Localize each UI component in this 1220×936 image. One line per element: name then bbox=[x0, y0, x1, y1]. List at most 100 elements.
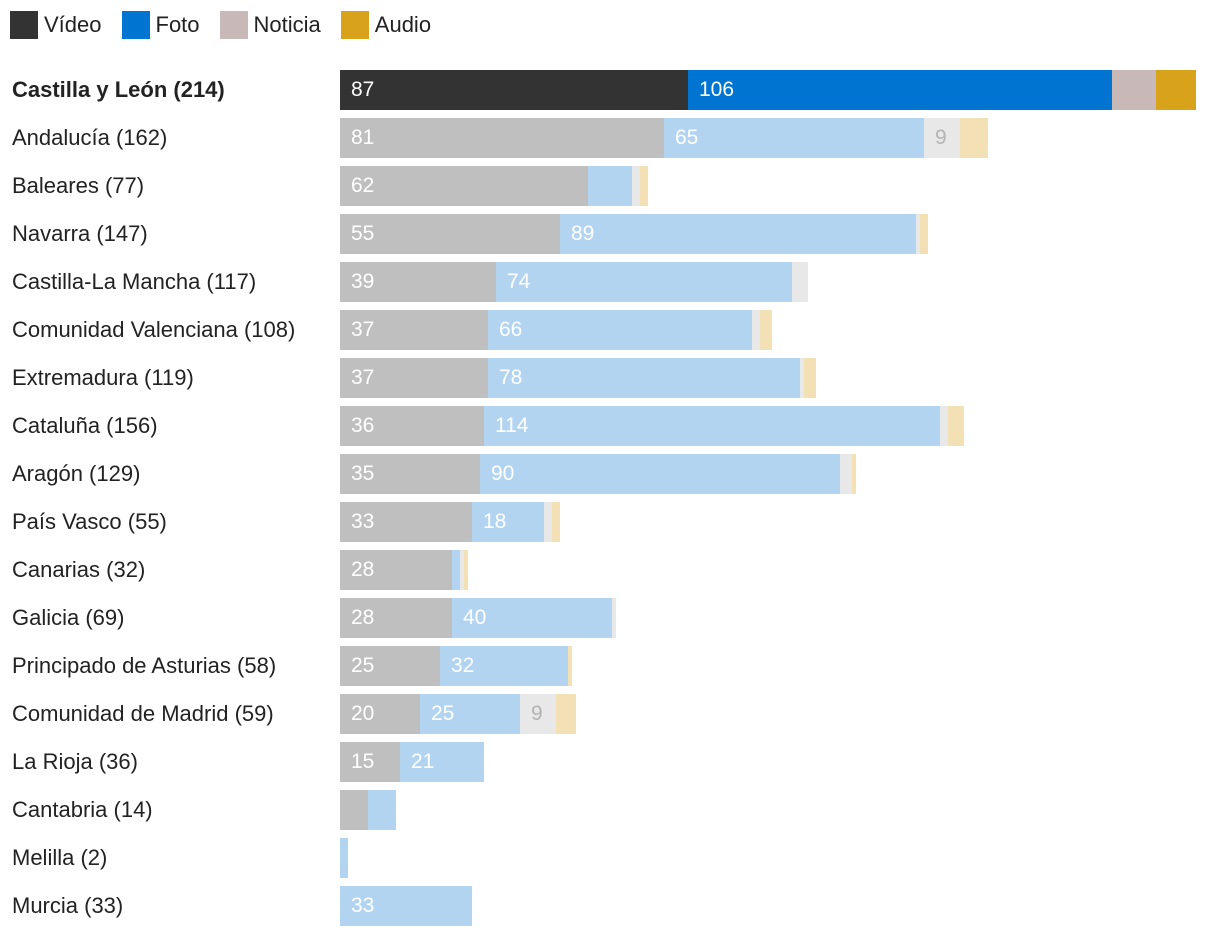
row-label: Comunidad de Madrid (59) bbox=[12, 701, 274, 726]
bar-segment-foto[interactable] bbox=[420, 694, 520, 734]
bar-segment-noticia[interactable] bbox=[792, 262, 808, 302]
bar-segment-audio[interactable] bbox=[556, 694, 576, 734]
bar-segment-noticia[interactable] bbox=[840, 454, 852, 494]
bar-segment-noticia[interactable] bbox=[1112, 70, 1156, 110]
bar-segment-foto[interactable] bbox=[496, 262, 792, 302]
row-label: Galicia (69) bbox=[12, 605, 125, 630]
bar-segment-foto[interactable] bbox=[472, 502, 544, 542]
bar-segment-foto[interactable] bbox=[340, 886, 472, 926]
row-label: Andalucía (162) bbox=[12, 125, 168, 150]
bar-segment-noticia[interactable] bbox=[752, 310, 760, 350]
bar-segment-video[interactable] bbox=[340, 502, 472, 542]
bar-segment-foto[interactable] bbox=[560, 214, 916, 254]
bar-segment-audio[interactable] bbox=[760, 310, 772, 350]
bar-segment-foto[interactable] bbox=[480, 454, 840, 494]
bar-segment-audio[interactable] bbox=[960, 118, 988, 158]
bar-segment-foto[interactable] bbox=[440, 646, 568, 686]
bar-value-label: 28 bbox=[351, 558, 375, 581]
row-label: Aragón (129) bbox=[12, 461, 141, 486]
row-label: Castilla-La Mancha (117) bbox=[12, 269, 257, 294]
bar-segment-video[interactable] bbox=[340, 694, 420, 734]
row-label: Principado de Asturias (58) bbox=[12, 653, 277, 678]
bar-value-label: 66 bbox=[499, 318, 523, 341]
bar-value-label: 28 bbox=[351, 606, 375, 629]
legend-swatch-noticia bbox=[219, 11, 248, 39]
bar-segment-video[interactable] bbox=[340, 166, 588, 206]
row-label: Canarias (32) bbox=[12, 557, 146, 582]
bar-segment-foto[interactable] bbox=[452, 550, 460, 590]
row-label: Murcia (33) bbox=[12, 893, 124, 918]
bar-segment-noticia[interactable] bbox=[940, 406, 948, 446]
legend-item-video[interactable]: Vídeo bbox=[10, 11, 102, 39]
bar-segment-audio[interactable] bbox=[920, 214, 928, 254]
bar-value-label: 25 bbox=[351, 654, 375, 677]
bar-value-label: 15 bbox=[351, 750, 375, 773]
bar-segment-noticia[interactable] bbox=[632, 166, 640, 206]
bar-segment-video[interactable] bbox=[340, 358, 488, 398]
bar-segment-noticia[interactable] bbox=[800, 358, 804, 398]
bar-segment-foto[interactable] bbox=[452, 598, 612, 638]
bar-segment-foto[interactable] bbox=[488, 310, 752, 350]
bar-segment-audio[interactable] bbox=[804, 358, 816, 398]
bar-value-label: 106 bbox=[699, 78, 735, 101]
bar-value-label: 33 bbox=[351, 894, 375, 917]
legend-item-foto[interactable]: Foto bbox=[121, 11, 200, 39]
bar-segment-foto[interactable] bbox=[484, 406, 940, 446]
bar-segment-foto[interactable] bbox=[368, 790, 396, 830]
bar-segment-audio[interactable] bbox=[852, 454, 856, 494]
bar-segment-video[interactable] bbox=[340, 742, 400, 782]
bar-segment-noticia[interactable] bbox=[612, 598, 616, 638]
bar-segment-noticia[interactable] bbox=[520, 694, 556, 734]
bar-segment-video[interactable] bbox=[340, 262, 496, 302]
row-label: Cataluña (156) bbox=[12, 413, 158, 438]
bar-segment-video[interactable] bbox=[340, 310, 488, 350]
bar-segment-audio[interactable] bbox=[948, 406, 964, 446]
bar-segment-foto[interactable] bbox=[340, 838, 348, 878]
bar-segment-foto[interactable] bbox=[688, 70, 1112, 110]
bar-value-label: 55 bbox=[351, 222, 375, 245]
legend-item-noticia[interactable]: Noticia bbox=[219, 11, 321, 39]
row-label: Comunidad Valenciana (108) bbox=[12, 317, 296, 342]
legend-swatch-foto bbox=[121, 11, 150, 39]
bar-segment-video[interactable] bbox=[340, 646, 440, 686]
bar-segment-audio[interactable] bbox=[552, 502, 560, 542]
bar-segment-video[interactable] bbox=[340, 454, 480, 494]
legend-label-noticia: Noticia bbox=[253, 12, 321, 37]
bar-segment-video[interactable] bbox=[340, 550, 452, 590]
bar-segment-video[interactable] bbox=[340, 118, 664, 158]
bar-value-label: 40 bbox=[463, 606, 487, 629]
bar-value-label: 33 bbox=[351, 510, 375, 533]
bar-segment-audio[interactable] bbox=[1156, 70, 1196, 110]
bar-segment-noticia[interactable] bbox=[924, 118, 960, 158]
bar-segment-video[interactable] bbox=[340, 214, 560, 254]
bar-segment-audio[interactable] bbox=[464, 550, 468, 590]
bar-value-label: 65 bbox=[675, 126, 699, 149]
bar-segment-noticia[interactable] bbox=[916, 214, 920, 254]
bar-value-label: 32 bbox=[451, 654, 475, 677]
bar-segment-foto[interactable] bbox=[488, 358, 800, 398]
bar-value-label: 39 bbox=[351, 270, 375, 293]
bar-value-label: 36 bbox=[351, 414, 375, 437]
bar-value-label: 87 bbox=[351, 78, 375, 101]
bar-segment-foto[interactable] bbox=[664, 118, 924, 158]
bar-segment-video[interactable] bbox=[340, 406, 484, 446]
row-label: País Vasco (55) bbox=[12, 509, 167, 534]
legend-item-audio[interactable]: Audio bbox=[340, 11, 431, 39]
bar-segment-video[interactable] bbox=[340, 598, 452, 638]
bar-segment-audio[interactable] bbox=[568, 646, 572, 686]
bar-segment-noticia[interactable] bbox=[460, 550, 464, 590]
bar-value-label: 18 bbox=[483, 510, 507, 533]
bar-segment-noticia[interactable] bbox=[544, 502, 552, 542]
bar-segment-video[interactable] bbox=[340, 70, 688, 110]
row-label: La Rioja (36) bbox=[12, 749, 138, 774]
bar-segment-foto[interactable] bbox=[588, 166, 632, 206]
bar-segment-video[interactable] bbox=[340, 790, 368, 830]
row-label: Castilla y León (214) bbox=[12, 77, 225, 102]
row-label: Melilla (2) bbox=[12, 845, 108, 870]
bar-segment-foto[interactable] bbox=[400, 742, 484, 782]
bar-value-label: 90 bbox=[491, 462, 515, 485]
legend-label-foto: Foto bbox=[155, 12, 200, 37]
bar-segment-audio[interactable] bbox=[640, 166, 648, 206]
bar-value-label: 114 bbox=[495, 414, 529, 437]
